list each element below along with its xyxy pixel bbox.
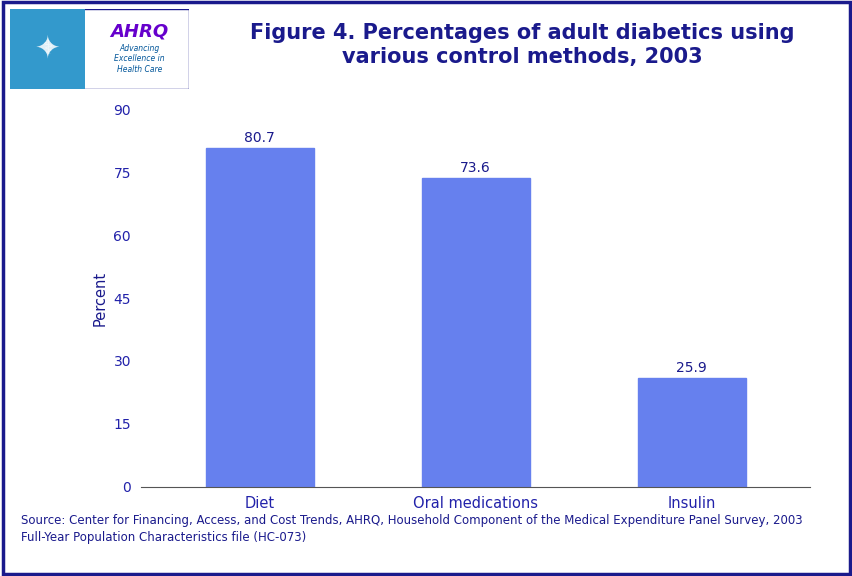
Bar — [421, 178, 529, 487]
Text: ⚕: ⚕ — [43, 40, 53, 58]
Text: 80.7: 80.7 — [244, 131, 274, 145]
Bar — [205, 149, 314, 487]
Text: Full-Year Population Characteristics file (HC-073): Full-Year Population Characteristics fil… — [21, 531, 306, 544]
Text: Advancing
Excellence in
Health Care: Advancing Excellence in Health Care — [114, 44, 164, 74]
Text: AHRQ: AHRQ — [110, 22, 168, 40]
Y-axis label: Percent: Percent — [93, 271, 107, 325]
Text: ✦: ✦ — [35, 35, 60, 63]
Text: 73.6: 73.6 — [459, 161, 491, 175]
Text: 25.9: 25.9 — [676, 361, 706, 375]
Bar — [10, 9, 85, 89]
Text: Source: Center for Financing, Access, and Cost Trends, AHRQ, Household Component: Source: Center for Financing, Access, an… — [21, 514, 802, 527]
Text: Figure 4. Percentages of adult diabetics using
various control methods, 2003: Figure 4. Percentages of adult diabetics… — [250, 23, 794, 67]
Bar — [636, 378, 745, 487]
